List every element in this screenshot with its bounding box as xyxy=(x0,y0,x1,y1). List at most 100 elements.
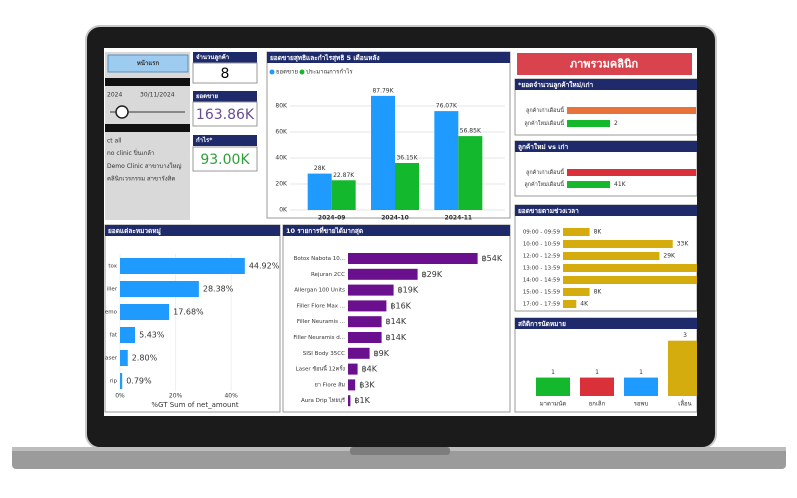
category-label: Rejuran 2CC xyxy=(311,272,345,278)
panel-title-bar xyxy=(515,79,697,90)
panel-title-bar xyxy=(267,52,510,63)
x-tick-label: รอพบ xyxy=(634,401,649,408)
data-label: ฿19K xyxy=(398,286,419,295)
category-label: tox xyxy=(108,264,117,270)
data-label: 5.43% xyxy=(139,331,165,340)
data-label: 1 xyxy=(639,369,643,376)
category-label: 10:00 - 10:59 xyxy=(523,242,561,248)
bar xyxy=(563,228,590,236)
category-label: Filler Neuramis ... xyxy=(297,319,345,325)
category-label: 17:00 - 17:59 xyxy=(523,302,561,308)
panel-title-bar xyxy=(515,205,697,216)
bar xyxy=(563,264,697,272)
data-label: 22.87K xyxy=(333,172,355,179)
data-label: ฿9K xyxy=(374,349,390,358)
bar xyxy=(567,107,697,114)
data-label: 8K xyxy=(594,229,603,236)
laptop-base xyxy=(12,447,786,469)
bar xyxy=(563,252,660,260)
branch-option[interactable]: คลินิกเวรกรรม สาขารังสิต xyxy=(107,176,175,183)
bar xyxy=(120,350,128,366)
x-tick-label: ยกเลิก xyxy=(589,401,606,408)
bar xyxy=(120,304,170,320)
branch-option[interactable]: Demo Clinic สาขาบางใหญ่ xyxy=(107,162,182,170)
bar xyxy=(580,377,614,396)
x-tick-label: 2024-11 xyxy=(445,215,473,222)
bar xyxy=(348,253,478,264)
kpi-box xyxy=(192,62,258,84)
bar xyxy=(563,300,577,308)
bar xyxy=(348,316,382,328)
bar xyxy=(348,363,358,375)
panel xyxy=(514,317,697,413)
panel-title: ยอดขายตามช่วงเวลา xyxy=(518,207,579,215)
category-label: 14:00 - 14:59 xyxy=(523,278,561,284)
slider-handle[interactable] xyxy=(115,105,129,119)
category-label: 12:00 - 12:59 xyxy=(523,254,561,260)
date-start: 2024 xyxy=(107,92,122,99)
data-label: 33K xyxy=(677,241,690,248)
category-label: Botox Nabota 10... xyxy=(294,256,346,262)
data-label: 44.92% xyxy=(249,262,280,271)
kpi-box xyxy=(192,146,258,172)
home-label[interactable]: หน้าแรก xyxy=(137,59,160,67)
category-label: ลูกค้าเก่าเดือนนี้ xyxy=(526,168,565,176)
data-label: 4K xyxy=(580,301,589,308)
category-label: aser xyxy=(105,356,118,362)
bar xyxy=(458,136,483,210)
bar xyxy=(434,111,459,210)
bar xyxy=(348,347,370,359)
x-tick-label: เลื่อน xyxy=(678,400,691,408)
y-tick-label: 0K xyxy=(279,207,288,214)
category-label: emo xyxy=(105,310,118,316)
data-label: 2 xyxy=(614,120,618,127)
category-label: Filler Neuramis d... xyxy=(293,335,345,341)
bar xyxy=(348,395,351,407)
panel-title-bar xyxy=(283,225,510,236)
data-label: 56.85K xyxy=(460,128,482,135)
legend-label: ประมาณการกำไร xyxy=(306,68,353,76)
branch-option[interactable]: no clinic ปิ่นเกล้า xyxy=(107,149,154,157)
x-tick-label: 2024-09 xyxy=(318,215,346,222)
data-label: 1 xyxy=(595,369,599,376)
category-label: fat xyxy=(110,333,118,339)
kpi-value: 93.00K xyxy=(200,152,250,168)
category-label: ยา Flore ส้ม xyxy=(315,381,346,388)
category-label: iller xyxy=(107,287,118,293)
data-label: 29K xyxy=(663,253,676,260)
data-label: 17.68% xyxy=(173,308,204,317)
bar xyxy=(563,288,590,296)
data-label: 41K xyxy=(614,181,627,188)
panel-title: *ยอดจำนวนลูกค้าใหม่/เก่า xyxy=(518,80,594,90)
panel-title-bar xyxy=(105,225,280,236)
category-label: 13:00 - 13:59 xyxy=(523,266,561,272)
bar xyxy=(348,379,356,391)
panel-title: 10 รายการที่ขายได้มากสุด xyxy=(286,225,363,235)
y-tick-label: 60K xyxy=(275,129,288,136)
data-label: 1 xyxy=(551,369,555,376)
data-label: ฿1K xyxy=(354,396,370,405)
bar xyxy=(567,169,697,176)
data-label: ฿29K xyxy=(422,270,443,279)
bar xyxy=(668,340,697,396)
bar xyxy=(371,95,395,210)
home-button[interactable] xyxy=(107,54,189,73)
panel-title-bar xyxy=(515,141,697,152)
data-label: 2.80% xyxy=(132,354,158,363)
y-tick-label: 20K xyxy=(275,181,288,188)
bar xyxy=(395,163,419,210)
nav-bar xyxy=(105,124,190,132)
branch-option[interactable]: ct all xyxy=(107,138,122,145)
data-label: ฿14K xyxy=(386,317,407,326)
bar xyxy=(563,240,673,248)
legend-swatch xyxy=(269,69,275,75)
data-label: 28.38% xyxy=(203,285,234,294)
panel-title-bar xyxy=(515,318,697,329)
panel-title: ลูกค้าใหม่ vs เก่า xyxy=(518,142,568,152)
data-label: 76.07K xyxy=(436,103,458,110)
x-axis-label: %GT Sum of net_amount xyxy=(151,401,238,409)
base-notch xyxy=(350,447,450,455)
x-tick-label: 20% xyxy=(169,393,183,400)
data-label: ฿54K xyxy=(482,254,503,263)
